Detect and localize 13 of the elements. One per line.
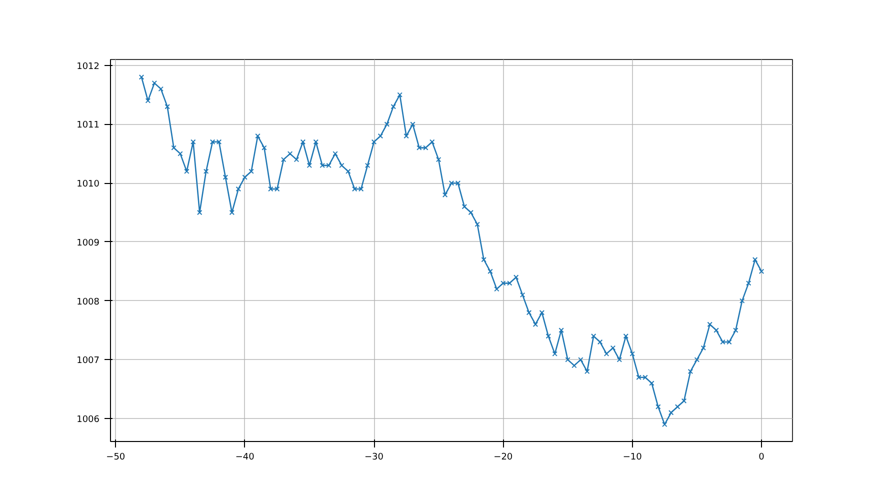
y-tick-label: 1007 [76,356,100,366]
x-tick-label: −20 [494,452,513,462]
x-tick-label: −40 [235,452,255,462]
x-tick-label: −10 [622,452,642,462]
x-tick-label: −30 [364,452,384,462]
x-tick-label: −50 [106,452,126,462]
y-tick-label: 1012 [76,62,100,72]
y-tick-label: 1009 [76,238,100,248]
y-tick-label: 1010 [76,180,100,190]
y-tick-label: 1011 [76,120,100,131]
x-tick-label: 0 [758,452,765,462]
y-tick-label: 1008 [76,297,100,308]
y-tick-label: 1006 [76,415,100,426]
